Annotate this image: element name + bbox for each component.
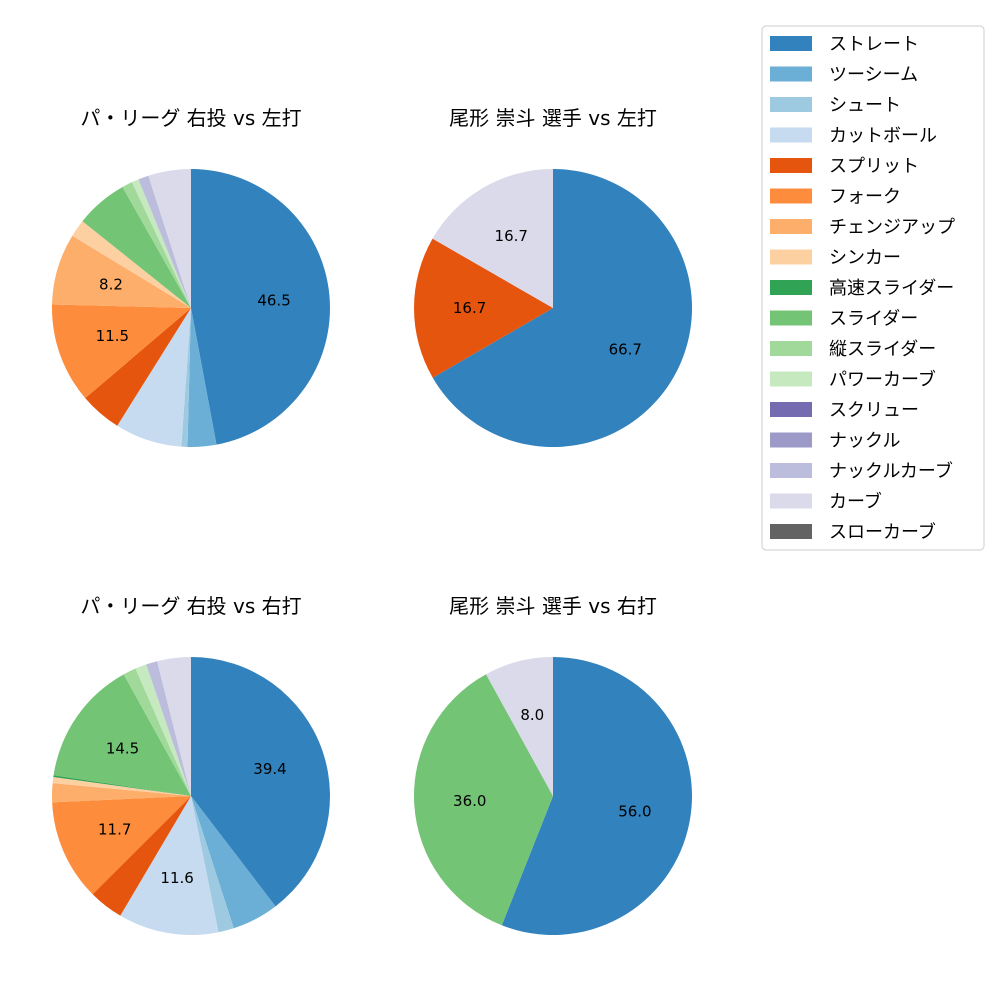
legend-swatch (770, 463, 812, 478)
legend-label: ストレート (829, 34, 919, 55)
pie-slice-slice-2 (486, 657, 553, 796)
legend-label: シュート (829, 95, 901, 116)
legend-swatch (770, 432, 812, 448)
pie-slice-slice-7 (72, 221, 191, 308)
legend-swatch (770, 36, 812, 51)
pie-slice-slice-7 (52, 776, 191, 796)
pie-chart-3: パ・リーグ 右投 vs 右打 39.4 11.6 11.7 14.5 (52, 594, 330, 936)
legend-swatch (770, 66, 812, 82)
pie-slice-slice-3 (117, 308, 191, 447)
pie-slice-slice-2 (191, 796, 234, 933)
slice-value-label: 39.4 (253, 760, 286, 778)
pie-slice-slice-8 (82, 187, 191, 308)
pie-slice-slice-2 (432, 169, 553, 308)
legend: ストレートツーシームシュートカットボールスプリットフォークチェンジアップシンカー… (761, 25, 985, 551)
chart-title: パ・リーグ 右投 vs 右打 (80, 594, 301, 618)
pie-labels: 39.4 11.6 11.7 14.5 (98, 739, 287, 887)
chart-title: 尾形 崇斗 選手 vs 右打 (449, 594, 657, 618)
pie-slice-slice-11 (138, 175, 191, 308)
pie-slice-slice-13 (157, 657, 191, 796)
legend-label: カーブ (829, 491, 882, 513)
slice-value-label: 56.0 (618, 803, 651, 821)
legend-label: チェンジアップ (829, 217, 955, 238)
slice-value-label: 11.5 (96, 327, 129, 345)
pie-slice-slice-0 (191, 657, 330, 907)
legend-swatch (770, 524, 812, 539)
slice-value-label: 11.6 (160, 869, 193, 887)
pie-labels: 66.7 16.7 16.7 (453, 227, 642, 359)
pie-slice-slice-10 (123, 668, 191, 796)
legend-label: スライダー (829, 309, 918, 330)
legend-swatch (770, 341, 812, 356)
pie-slices (414, 168, 693, 448)
legend-swatch (770, 402, 812, 417)
legend-label: カットボール (829, 126, 937, 147)
pie-slice-slice-8 (53, 775, 192, 796)
legend-swatch (770, 188, 812, 204)
slice-value-label: 11.7 (98, 821, 131, 839)
legend-label: パワーカーブ (829, 369, 936, 391)
legend-swatch (770, 127, 812, 143)
pie-slice-slice-1 (413, 674, 553, 926)
slice-value-label: 36.0 (453, 792, 486, 810)
legend-label: スプリット (829, 156, 919, 177)
pie-slice-slice-0 (501, 657, 692, 935)
pie-slice-slice-4 (85, 308, 191, 426)
pie-slice-slice-12 (148, 169, 191, 308)
pie-slice-slice-4 (92, 796, 191, 916)
pie-slice-slice-5 (51, 304, 191, 399)
pie-labels: 56.0 36.0 8.0 (453, 706, 652, 820)
legend-swatch (770, 97, 812, 112)
pie-slice-slice-9 (53, 674, 192, 796)
legend-label: ナックル (829, 431, 900, 452)
pie-slice-slice-3 (120, 796, 219, 936)
pie-slices (413, 657, 692, 935)
pie-chart-2: 尾形 崇斗 選手 vs 左打 66.7 16.7 16.7 (414, 106, 693, 448)
legend-swatch (770, 371, 812, 387)
slice-value-label: 16.7 (453, 299, 486, 317)
slice-value-label: 16.7 (495, 227, 528, 245)
legend-swatch (770, 280, 812, 295)
slice-value-label: 8.0 (520, 706, 544, 724)
legend-swatch (770, 249, 812, 265)
slice-value-label: 14.5 (106, 739, 139, 757)
pie-slice-slice-9 (122, 182, 191, 308)
legend-swatch (770, 219, 812, 234)
slice-value-label: 66.7 (609, 341, 642, 359)
chart-title: 尾形 崇斗 選手 vs 左打 (449, 106, 657, 130)
pie-slice-slice-1 (414, 238, 553, 378)
legend-label: 縦スライダー (829, 339, 936, 360)
pie-chart-1: パ・リーグ 右投 vs 左打 46.5 11.5 8.2 (51, 106, 330, 448)
legend-label: 高速スライダー (829, 278, 954, 299)
legend-label: スローカーブ (829, 521, 936, 543)
legend-swatch (770, 310, 812, 326)
pie-slice-slice-2 (181, 308, 191, 447)
legend-label: ツーシーム (829, 65, 918, 86)
pie-slice-slice-6 (52, 783, 191, 803)
pie-slice-slice-10 (131, 179, 191, 308)
pie-slices (51, 169, 330, 448)
pie-slices (52, 657, 330, 936)
pie-slice-slice-11 (135, 664, 191, 796)
pie-chart-4: 尾形 崇斗 選手 vs 右打 56.0 36.0 8.0 (413, 594, 692, 935)
pie-slice-slice-12 (146, 661, 191, 796)
pie-labels: 46.5 11.5 8.2 (96, 275, 291, 344)
legend-frame (761, 25, 985, 551)
legend-swatch (770, 493, 812, 509)
legend-label: フォーク (829, 187, 901, 208)
slice-value-label: 46.5 (257, 291, 290, 309)
legend-label: スクリュー (829, 400, 919, 421)
legend-swatch (770, 158, 812, 173)
pie-slice-slice-0 (432, 168, 693, 448)
pie-slice-slice-0 (191, 169, 330, 445)
legend-label: シンカー (829, 248, 901, 269)
pie-slice-slice-1 (191, 796, 276, 929)
chart-title: パ・リーグ 右投 vs 左打 (80, 106, 301, 130)
pie-slice-slice-1 (187, 308, 217, 448)
pie-slice-slice-6 (52, 235, 191, 308)
legend-label: ナックルカーブ (829, 460, 953, 482)
pie-slice-slice-5 (52, 796, 192, 895)
slice-value-label: 8.2 (99, 275, 123, 293)
